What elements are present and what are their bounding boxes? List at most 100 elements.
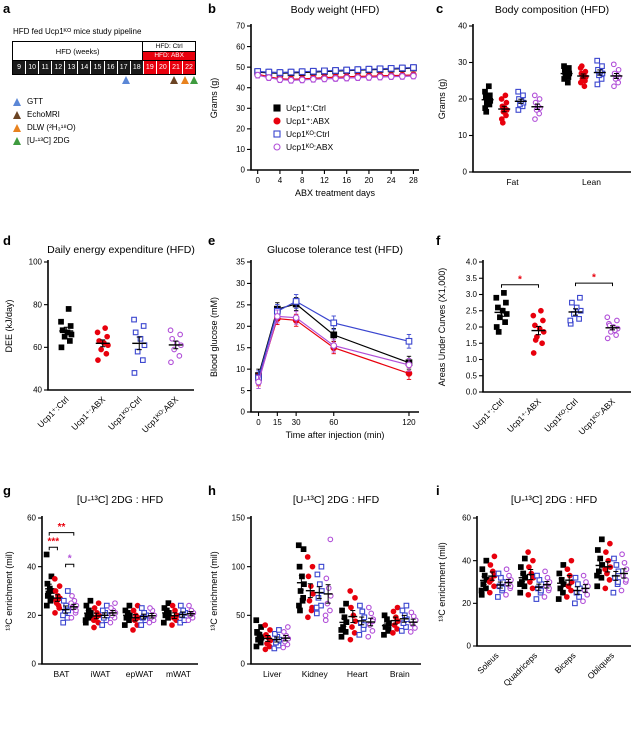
data-point [594,583,601,590]
data-point [563,594,570,600]
panel-h: h [U-¹³C] 2DG : HFD 0 50 100 150 ¹³C enrichm… [205,482,433,729]
data-point [322,617,329,624]
data-point [497,314,503,321]
data-point [369,628,376,634]
data-point [391,622,398,628]
category-label: Obliques [585,650,616,681]
data-point [495,570,502,577]
data-point [169,602,176,609]
data-point [177,331,183,338]
y-tick-label: 20 [236,322,245,331]
data-point [296,602,302,609]
data-point [273,104,281,112]
y-tick-label: 10 [236,365,245,374]
x-tick-label: 20 [364,176,373,185]
pipeline-legend-label: GTT [27,97,43,106]
data-point [521,555,528,562]
pipeline-title: HFD fed Ucp1ᴷᴼ mice study pipeline [13,27,142,36]
data-point [315,594,322,601]
data-point [255,378,262,386]
data-point [356,631,363,638]
data-point [573,304,580,311]
legend-label: Ucp1⁺:Ctrl [286,103,326,113]
data-point [347,636,354,643]
data-point [343,66,351,74]
panel-i-title: [U-¹³C] 2DG : HFD [510,494,598,506]
data-point [604,314,611,321]
data-point [58,318,64,325]
y-tick-label: 2.0 [466,323,478,332]
data-point [185,617,192,624]
category-label: Biceps [553,650,578,675]
x-tick-label: 8 [300,176,305,185]
week-cell-hfd: 17 [117,61,131,74]
data-point [51,575,58,582]
data-point [132,329,139,336]
data-point [325,585,332,591]
2dg-muscle-chart: 0 20 40 60 ¹³C enrichment (mil) Soleus Quadric… [437,514,631,688]
category-label: Liver [263,669,282,679]
data-point [65,306,72,312]
data-point [147,605,153,611]
y-tick-label: 30 [236,279,245,288]
data-point [103,602,110,609]
category-label: Ucp1⁺:Ctrl [35,394,70,429]
data-point [376,73,384,81]
data-point [610,61,617,68]
data-point [623,577,629,583]
triangle-icon [13,97,21,106]
2dg-organ-chart: 0 50 100 150 ¹³C enrichment (mil) Liver Kidney… [209,514,421,679]
data-point [338,633,345,640]
y-axis-title: DEE (kJ/day) [4,299,14,352]
data-point [618,587,625,594]
treatment-labels: HFD: Ctrl HFD: ABX [143,41,196,61]
data-point [314,571,321,578]
data-point [503,299,509,306]
data-point [503,112,509,119]
data-point [308,607,315,614]
panel-a: a HFD fed Ucp1ᴷᴼ mice study pipeline HFD… [0,0,205,232]
data-point [561,63,567,69]
y-axis-title: Areas Under Curves (X1,000) [437,268,447,387]
data-point [526,564,532,570]
panel-g-title: [U-¹³C] 2DG : HFD [76,494,164,506]
data-point [273,313,281,320]
data-point [506,572,512,579]
data-point [410,64,417,71]
category-label: Ucp1ᴷᴼ:ABX [576,396,617,437]
data-point [493,324,500,330]
data-point [577,294,583,301]
data-point [611,83,617,90]
panel-letter-c: c [436,1,444,16]
category-label: Ucp1ᴷᴼ:Ctrl [542,396,580,434]
y-tick-label: 0 [241,408,246,417]
data-point [273,143,281,151]
data-point [99,607,106,614]
data-point [486,579,493,585]
week-cell-hfd: 15 [91,61,105,74]
data-point [619,551,625,558]
data-point [599,63,605,69]
data-point [515,88,522,95]
sig-bracket [501,284,539,288]
data-point [330,342,338,349]
data-point [67,323,74,329]
data-point [343,600,349,607]
y-tick-label: 4.0 [466,258,478,267]
panel-b: b Body weight (HFD) 0 10 20 30 40 50 60 70 Grams… [205,0,433,232]
x-tick-label: 15 [273,418,282,427]
data-point [292,314,300,322]
data-point [91,605,98,611]
data-point [539,340,545,347]
data-point [568,557,575,564]
data-point [297,607,303,614]
data-point [565,65,572,71]
legend-label: Ucp1ᴷᴼ:Ctrl [286,129,329,139]
data-point [501,290,507,296]
y-tick-label: 50 [236,63,245,72]
data-point [273,639,279,646]
sig-label: * [592,273,596,284]
data-point [292,298,300,305]
sig-bracket [575,282,613,287]
data-point [176,353,183,359]
